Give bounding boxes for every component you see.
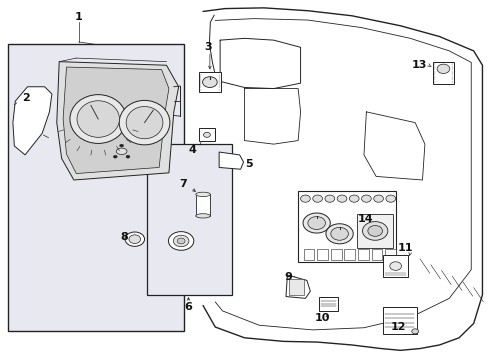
Circle shape xyxy=(300,195,310,202)
Bar xyxy=(8,44,183,330)
Text: 4: 4 xyxy=(188,144,196,154)
Text: 1: 1 xyxy=(75,12,82,22)
FancyBboxPatch shape xyxy=(303,249,314,260)
Polygon shape xyxy=(219,152,243,169)
Bar xyxy=(319,297,337,311)
Text: 3: 3 xyxy=(203,42,211,52)
Circle shape xyxy=(348,195,358,202)
FancyBboxPatch shape xyxy=(432,62,453,84)
Circle shape xyxy=(168,231,193,250)
Ellipse shape xyxy=(195,192,210,197)
Text: 13: 13 xyxy=(410,60,426,70)
Circle shape xyxy=(373,195,383,202)
FancyBboxPatch shape xyxy=(371,249,382,260)
Ellipse shape xyxy=(119,100,169,145)
Polygon shape xyxy=(195,194,210,216)
Bar xyxy=(382,307,416,334)
Text: 12: 12 xyxy=(390,322,406,332)
Polygon shape xyxy=(57,62,178,180)
Circle shape xyxy=(325,195,334,202)
Circle shape xyxy=(303,213,330,233)
FancyBboxPatch shape xyxy=(198,72,221,92)
Circle shape xyxy=(202,77,217,87)
Ellipse shape xyxy=(116,148,127,154)
Bar xyxy=(199,129,214,141)
Text: 11: 11 xyxy=(397,243,412,253)
Bar xyxy=(147,144,232,295)
Circle shape xyxy=(330,227,347,240)
Circle shape xyxy=(125,232,144,246)
Circle shape xyxy=(129,235,141,243)
Circle shape xyxy=(436,64,449,73)
Text: 7: 7 xyxy=(179,179,187,189)
Ellipse shape xyxy=(126,107,163,139)
Circle shape xyxy=(336,195,346,202)
Circle shape xyxy=(389,262,401,270)
Circle shape xyxy=(113,155,117,158)
Polygon shape xyxy=(285,275,310,298)
Circle shape xyxy=(362,222,387,240)
FancyBboxPatch shape xyxy=(385,249,395,260)
Circle shape xyxy=(173,235,188,247)
Circle shape xyxy=(367,226,382,236)
Bar xyxy=(289,279,304,296)
Text: 6: 6 xyxy=(184,302,192,312)
Circle shape xyxy=(203,132,210,137)
Circle shape xyxy=(126,155,130,158)
Text: 10: 10 xyxy=(314,313,329,323)
Ellipse shape xyxy=(195,214,210,218)
Circle shape xyxy=(177,238,184,244)
Circle shape xyxy=(325,224,352,244)
Circle shape xyxy=(385,195,395,202)
FancyBboxPatch shape xyxy=(330,249,341,260)
Text: 14: 14 xyxy=(357,215,372,224)
Circle shape xyxy=(312,195,322,202)
Text: 8: 8 xyxy=(120,232,128,242)
FancyBboxPatch shape xyxy=(317,249,327,260)
Circle shape xyxy=(120,144,123,147)
FancyBboxPatch shape xyxy=(344,249,354,260)
Text: 5: 5 xyxy=(245,159,253,169)
Bar xyxy=(298,191,395,262)
Text: 2: 2 xyxy=(22,93,30,103)
Polygon shape xyxy=(63,67,168,174)
FancyBboxPatch shape xyxy=(357,249,368,260)
Circle shape xyxy=(411,329,418,334)
Ellipse shape xyxy=(77,101,119,137)
Circle shape xyxy=(361,195,370,202)
Bar xyxy=(356,214,392,248)
Polygon shape xyxy=(13,87,52,155)
Text: 9: 9 xyxy=(284,272,292,282)
Bar xyxy=(383,255,407,277)
Circle shape xyxy=(307,217,325,229)
Ellipse shape xyxy=(70,95,126,143)
